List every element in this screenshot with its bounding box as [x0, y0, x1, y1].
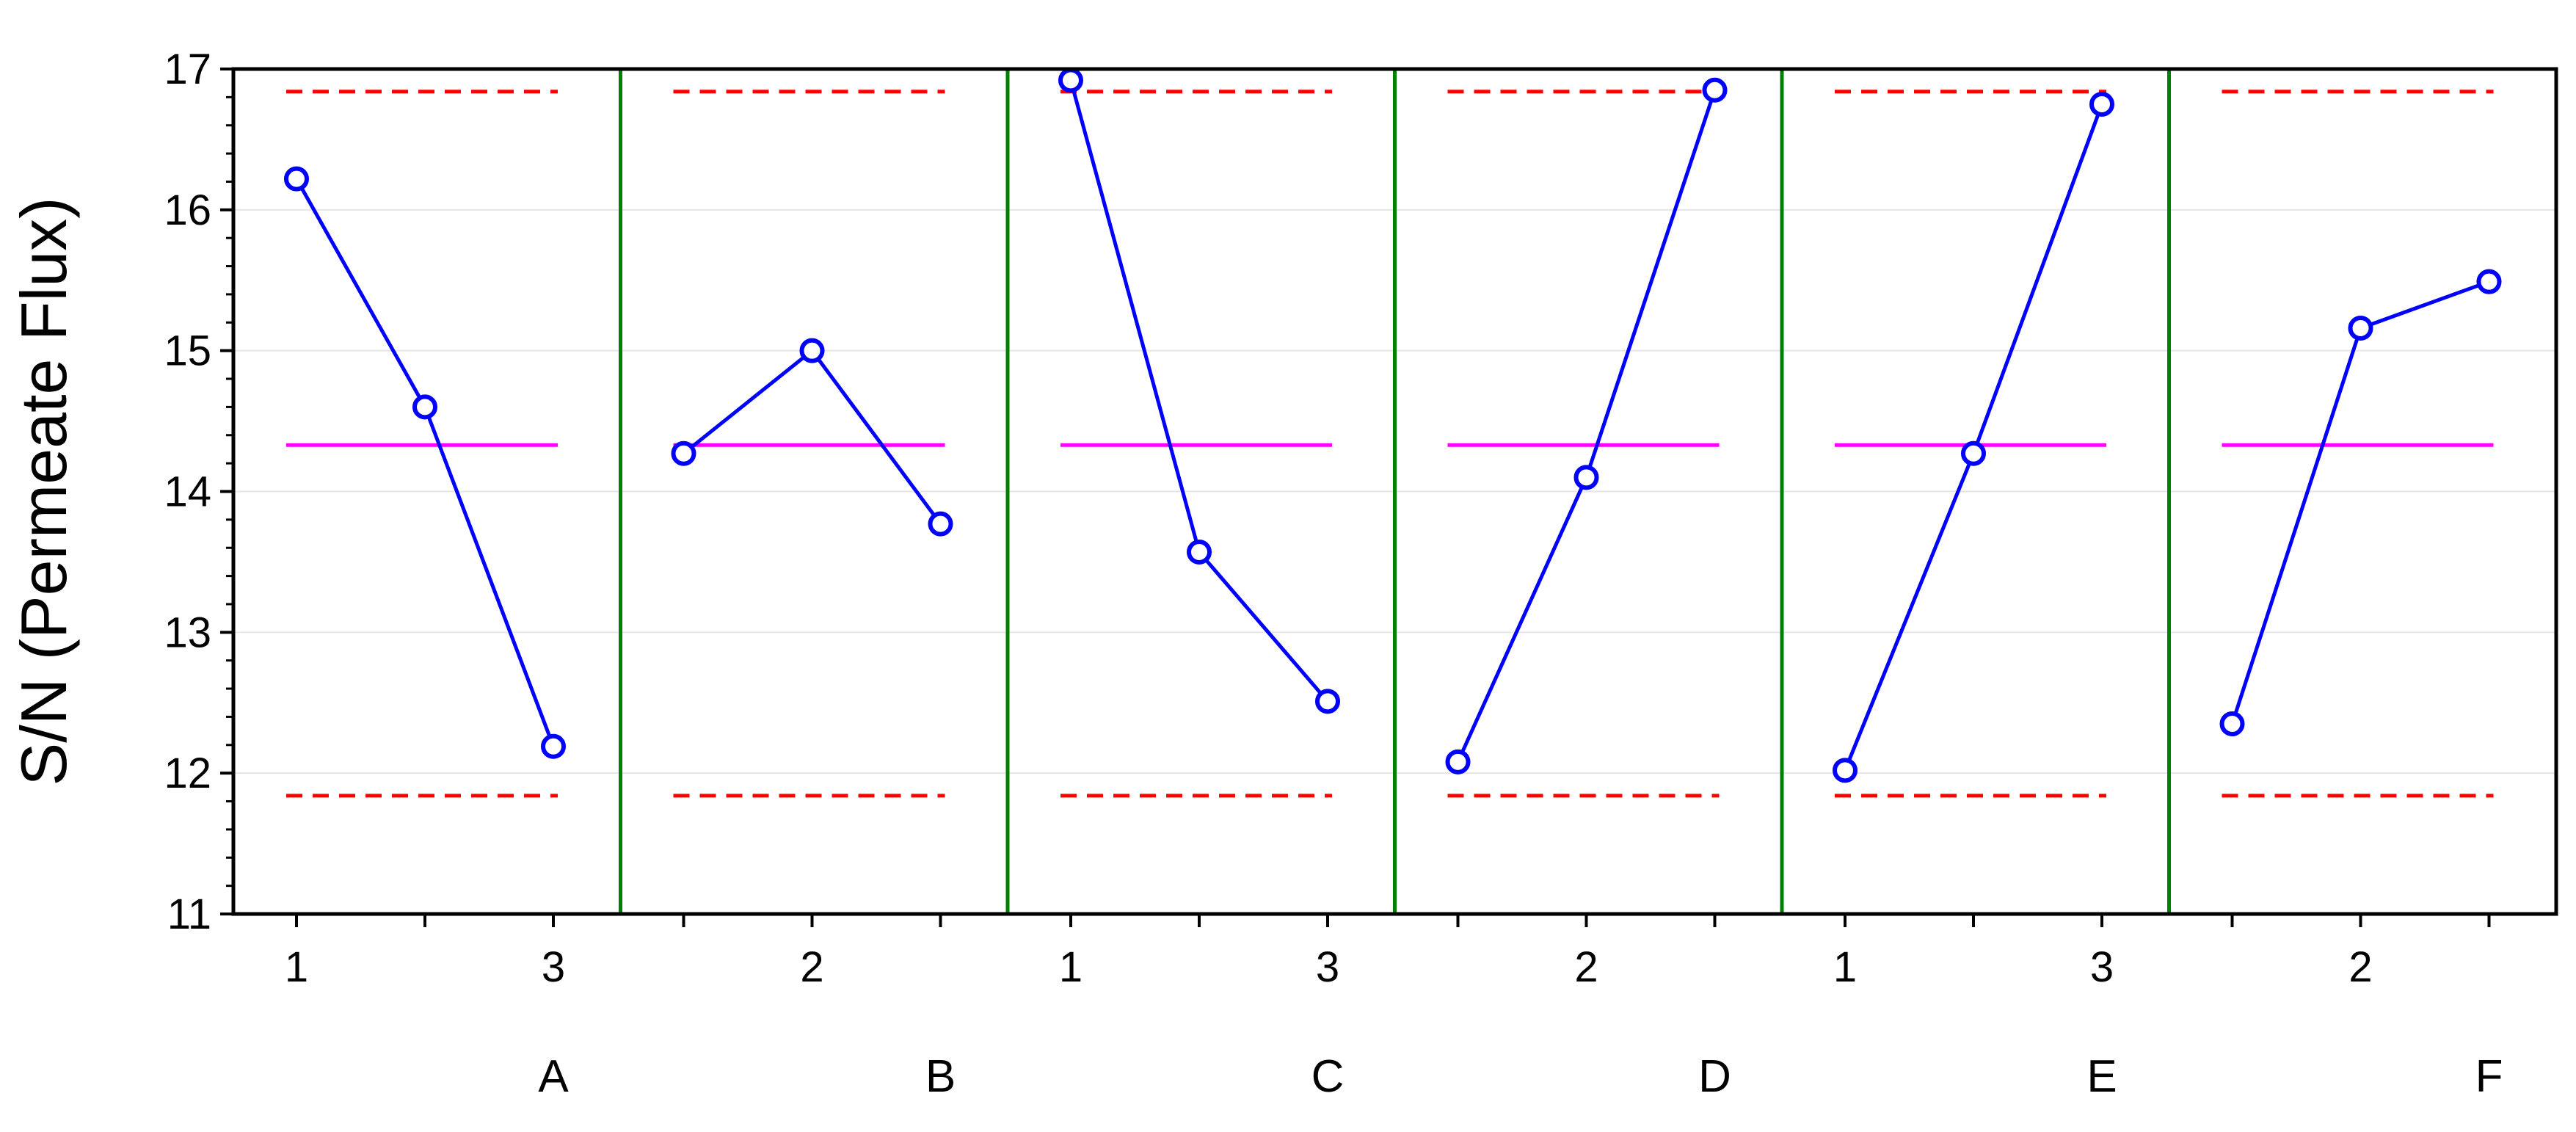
y-tick-label: 13 [164, 609, 211, 656]
y-tick-label: 17 [164, 46, 211, 93]
data-point-b-3 [928, 511, 953, 537]
y-tick-label: 12 [164, 750, 211, 797]
data-point-f-3 [2476, 269, 2502, 294]
data-point-a-3 [541, 733, 566, 759]
data-point-c-1 [1058, 68, 1083, 93]
data-point-c-2 [1187, 539, 1212, 565]
x-tick-label: 1 [1833, 943, 1857, 991]
factor-label-f: F [2475, 1051, 2503, 1102]
factor-label-a: A [538, 1051, 569, 1102]
factor-label-b: B [925, 1051, 956, 1102]
x-tick-label: 3 [542, 943, 565, 991]
factor-label-e: E [2086, 1051, 2117, 1102]
labels-layer: S/N (Permeate Flux) A B C D E F [7, 197, 2503, 1102]
series-line-f [2230, 280, 2490, 725]
data-point-c-3 [1315, 689, 1340, 714]
data-point-e-2 [1961, 440, 1986, 466]
x-tick-label: 2 [2348, 943, 2372, 991]
x-tick-label: 1 [285, 943, 308, 991]
data-point-e-3 [2089, 91, 2114, 117]
x-tick-label: 2 [800, 943, 823, 991]
x-tick-label: 3 [2090, 943, 2114, 991]
data-point-f-2 [2348, 315, 2373, 341]
data-point-b-2 [799, 338, 825, 363]
series-line-b [682, 349, 942, 526]
y-tick-label: 14 [164, 468, 211, 516]
data-point-d-2 [1573, 465, 1599, 490]
x-tick-label: 3 [1316, 943, 1339, 991]
series-line-c [1069, 79, 1329, 703]
y-tick-label: 15 [164, 327, 211, 375]
limit-lines-layer [286, 90, 2494, 798]
data-point-f-1 [2219, 711, 2245, 737]
series-line-d [1456, 89, 1717, 763]
x-tick-label: 1 [1059, 943, 1083, 991]
x-tick-label: 2 [1574, 943, 1598, 991]
data-point-b-1 [671, 440, 696, 466]
y-axis-label: S/N (Permeate Flux) [7, 197, 80, 786]
data-point-d-1 [1445, 749, 1471, 774]
series-line-a [294, 178, 556, 747]
y-tick-label: 11 [167, 890, 211, 938]
data-point-d-3 [1702, 77, 1728, 103]
factor-label-d: D [1698, 1051, 1731, 1102]
y-tick-label: 16 [164, 186, 211, 234]
data-point-e-1 [1833, 758, 1858, 783]
factor-label-c: C [1311, 1051, 1345, 1102]
data-point-a-2 [412, 394, 437, 420]
series-layer [284, 68, 2502, 783]
data-point-a-1 [284, 166, 309, 192]
separator-layer [619, 69, 2171, 914]
series-line-e [1843, 104, 2104, 772]
